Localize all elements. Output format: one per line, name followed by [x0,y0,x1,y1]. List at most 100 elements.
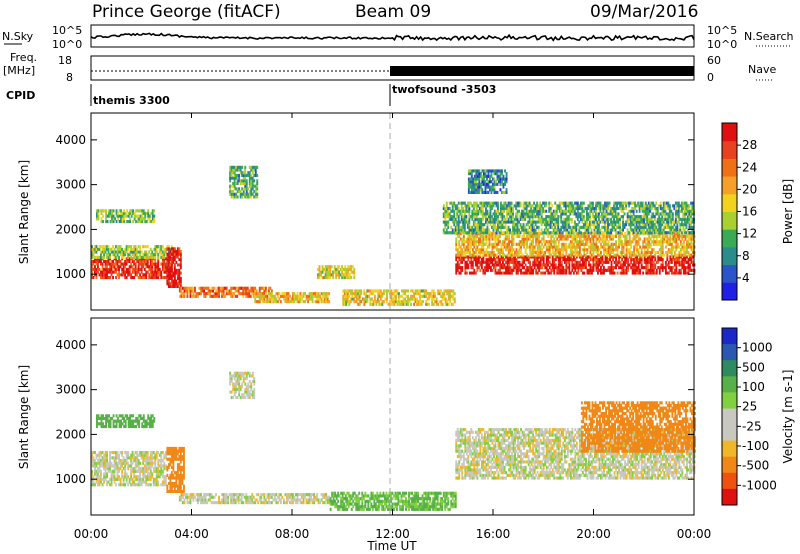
data-cell [482,245,485,249]
data-cell [314,300,317,304]
data-cell [494,217,496,221]
data-cell [453,223,456,227]
data-cell [527,266,530,270]
data-cell [506,220,508,224]
data-cell [625,201,628,205]
data-cell [610,237,613,241]
data-cell [509,240,512,244]
data-cell [170,258,173,262]
data-cell [644,207,647,211]
data-cell [510,220,513,224]
data-cell [118,259,120,263]
data-cell [683,228,686,232]
data-cell [407,302,409,306]
data-cell [528,212,531,216]
data-cell [484,266,486,270]
data-cell [650,217,653,221]
data-cell [655,240,658,244]
data-cell [408,297,411,301]
data-cell [145,250,148,254]
data-cell [687,263,690,267]
data-cell [545,248,548,252]
data-cell [105,209,107,213]
data-cell [521,255,524,259]
data-cell [600,260,602,264]
data-cell [326,265,329,269]
data-cell [539,220,542,224]
data-cell [625,234,628,238]
data-cell [537,225,540,229]
data-cell [667,217,670,221]
data-cell [541,232,544,236]
data-cell [569,217,572,221]
data-cell [495,212,498,216]
data-cell [151,267,154,271]
data-cell [551,263,554,267]
data-cell [232,165,235,169]
data-cell [357,302,360,306]
data-cell [130,247,133,251]
data-cell [561,225,564,229]
data-cell [256,181,259,185]
data-cell [583,263,586,267]
data-cell [145,211,148,215]
data-cell [472,223,475,227]
data-cell [585,266,587,270]
data-cell [576,207,579,211]
data-cell [503,271,506,275]
data-cell [687,231,689,235]
data-cell [353,273,356,277]
data-cell [510,201,513,205]
data-cell [329,265,332,269]
data-cell [179,252,182,256]
data-cell [410,297,412,301]
data-cell [121,262,124,266]
data-cell [254,297,257,301]
data-cell [682,250,685,254]
data-cell [515,271,518,275]
data-cell [245,192,248,196]
data-cell [447,292,450,296]
data-cell [484,250,486,254]
data-cell [510,231,513,235]
data-cell [613,255,616,259]
data-cell [169,268,172,272]
data-cell [476,188,479,192]
data-cell [155,245,158,249]
data-cell [674,231,677,235]
data-cell [241,173,244,177]
data-cell [279,294,282,298]
data-cell [609,268,611,272]
data-cell [215,294,217,298]
data-cell [137,255,140,259]
data-cell [509,248,512,252]
data-cell [489,207,492,211]
data-cell [474,255,477,259]
data-cell [506,266,509,270]
data-cell [173,276,176,280]
data-cell [644,223,647,227]
data-cell [580,263,583,267]
data-cell [122,270,125,274]
data-cell [524,258,527,262]
data-cell [462,253,465,257]
data-cell [670,245,673,249]
data-cell [479,268,482,272]
data-cell [551,240,554,244]
data-cell [160,255,163,259]
data-cell [272,300,275,304]
data-cell [621,266,623,270]
data-cell [682,260,685,264]
data-cell [354,300,357,304]
data-cell [270,292,273,296]
data-cell [658,268,661,272]
data-cell [577,234,580,238]
data-cell [610,245,613,249]
data-cell [256,192,259,196]
data-cell [643,258,646,262]
data-cell [615,253,617,257]
data-cell [170,260,173,264]
data-cell [169,265,172,269]
data-cell [485,253,488,257]
data-cell [457,215,460,219]
